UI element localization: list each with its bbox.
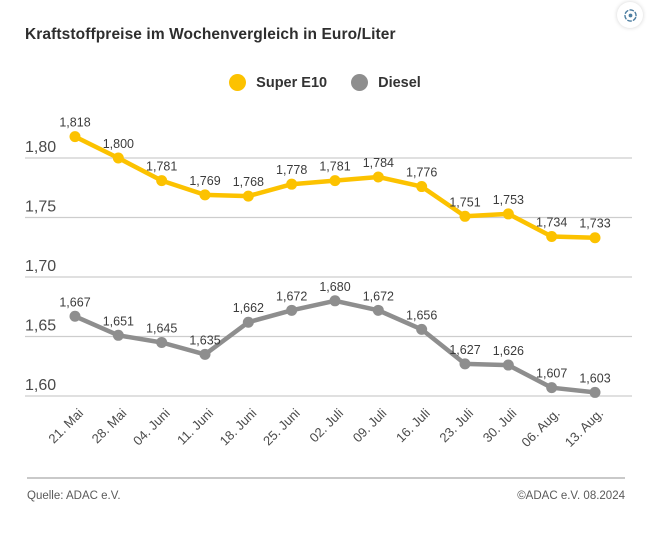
- x-axis-tick-label-12: 13. Aug.: [562, 406, 606, 450]
- region-capture-icon: [623, 8, 637, 22]
- data-point-diesel-6: [329, 295, 341, 307]
- x-axis-tick-label-7: 09. Juli: [350, 405, 390, 445]
- data-point-super-e10-10: [502, 208, 514, 220]
- x-axis-tick-label-8: 16. Juli: [393, 405, 433, 445]
- data-point-super-e10-12: [589, 232, 601, 244]
- x-axis-tick-label-9: 23. Juli: [436, 405, 476, 445]
- data-point-diesel-10: [502, 359, 514, 371]
- x-axis-tick-label-4: 18. Juni: [217, 405, 260, 448]
- x-axis-tick-label-10: 30. Juli: [480, 405, 520, 445]
- data-point-label-diesel-6: 1,680: [319, 280, 350, 294]
- x-axis-tick-label-1: 28. Mai: [89, 405, 130, 446]
- data-point-diesel-12: [589, 386, 601, 398]
- data-point-label-super-e10-11: 1,734: [536, 216, 567, 230]
- data-point-super-e10-8: [416, 181, 428, 193]
- line-chart-svg: 1,80 1,75 1,70 1,65 1,60 1,818 1,800 1,781 1,769…: [25, 116, 632, 450]
- data-point-label-diesel-2: 1,645: [146, 321, 177, 335]
- footer-divider: [27, 477, 625, 479]
- data-point-super-e10-6: [329, 175, 341, 187]
- y-axis-tick-label: 1,80: [25, 139, 56, 156]
- data-point-diesel-11: [546, 382, 558, 394]
- data-point-label-super-e10-12: 1,733: [579, 217, 610, 231]
- y-axis-tick-label: 1,75: [25, 199, 56, 216]
- data-point-label-diesel-8: 1,656: [406, 308, 437, 322]
- source-label: Quelle: ADAC e.V.: [27, 490, 121, 502]
- data-point-label-super-e10-5: 1,778: [276, 163, 307, 177]
- legend-label-super-e10: Super E10: [256, 74, 328, 91]
- data-point-label-diesel-3: 1,635: [189, 333, 220, 347]
- data-point-label-diesel-12: 1,603: [579, 371, 610, 385]
- data-point-super-e10-11: [546, 231, 558, 243]
- data-point-label-super-e10-9: 1,751: [449, 195, 480, 209]
- chart-legend: Super E10 Diesel: [0, 74, 650, 91]
- data-point-label-super-e10-2: 1,781: [146, 160, 177, 174]
- data-point-label-super-e10-10: 1,753: [493, 193, 524, 207]
- data-point-label-diesel-9: 1,627: [449, 343, 480, 357]
- data-point-diesel-1: [112, 329, 124, 341]
- copyright-label: ©ADAC e.V. 08.2024: [517, 490, 625, 502]
- data-point-diesel-9: [459, 358, 471, 370]
- x-axis-tick-label-0: 21. Mai: [45, 405, 86, 446]
- data-point-label-diesel-1: 1,651: [103, 314, 134, 328]
- data-point-label-diesel-0: 1,667: [59, 295, 90, 309]
- data-point-label-diesel-7: 1,672: [363, 289, 394, 303]
- x-axis-tick-label-11: 06. Aug.: [518, 406, 562, 450]
- data-point-label-super-e10-0: 1,818: [59, 116, 90, 130]
- x-axis-tick-label-3: 11. Juni: [174, 405, 216, 447]
- data-point-diesel-7: [372, 304, 384, 316]
- data-point-label-diesel-5: 1,672: [276, 289, 307, 303]
- data-point-diesel-0: [69, 310, 81, 322]
- legend-dot-diesel: [351, 74, 369, 91]
- x-axis-tick-label-2: 04. Juni: [130, 405, 173, 448]
- data-point-super-e10-9: [459, 210, 471, 222]
- data-point-diesel-4: [242, 316, 254, 328]
- data-point-diesel-2: [156, 336, 168, 348]
- data-point-super-e10-3: [199, 189, 211, 201]
- data-point-label-super-e10-3: 1,769: [189, 174, 220, 188]
- legend-item-diesel: Diesel: [351, 74, 421, 91]
- series-line-super-e10: [72, 134, 598, 240]
- data-point-label-super-e10-8: 1,776: [406, 166, 437, 180]
- legend-dot-super-e10: [229, 74, 247, 91]
- data-point-super-e10-1: [112, 152, 124, 164]
- line-chart: 1,80 1,75 1,70 1,65 1,60 1,818 1,800 1,781 1,769…: [0, 100, 650, 472]
- data-point-label-super-e10-4: 1,768: [233, 175, 264, 189]
- y-axis-tick-label: 1,65: [25, 318, 56, 335]
- x-axis-tick-label-6: 02. Juli: [306, 405, 346, 445]
- data-point-super-e10-4: [242, 190, 254, 202]
- data-point-diesel-5: [286, 304, 298, 316]
- data-point-label-diesel-4: 1,662: [233, 301, 264, 315]
- data-point-diesel-8: [416, 323, 428, 335]
- data-point-super-e10-5: [286, 178, 298, 190]
- data-point-label-super-e10-6: 1,781: [319, 160, 350, 174]
- y-axis-tick-label: 1,60: [25, 377, 56, 394]
- data-point-super-e10-2: [156, 175, 168, 187]
- chart-title: Kraftstoffpreise im Wochenvergleich in E…: [25, 26, 396, 43]
- data-point-label-diesel-10: 1,626: [493, 344, 524, 358]
- legend-item-super-e10: Super E10: [229, 74, 327, 91]
- chart-footer: Quelle: ADAC e.V. ©ADAC e.V. 08.2024: [27, 490, 625, 502]
- data-point-label-super-e10-7: 1,784: [363, 156, 394, 170]
- data-point-super-e10-7: [372, 171, 384, 183]
- data-point-label-super-e10-1: 1,800: [103, 137, 134, 151]
- y-axis-tick-label: 1,70: [25, 258, 56, 275]
- x-axis-tick-label-5: 25. Juni: [260, 405, 303, 448]
- data-point-label-diesel-11: 1,607: [536, 367, 567, 381]
- data-point-diesel-3: [199, 348, 211, 360]
- region-capture-button[interactable]: [617, 2, 643, 28]
- data-point-super-e10-0: [69, 131, 81, 143]
- legend-label-diesel: Diesel: [378, 74, 421, 91]
